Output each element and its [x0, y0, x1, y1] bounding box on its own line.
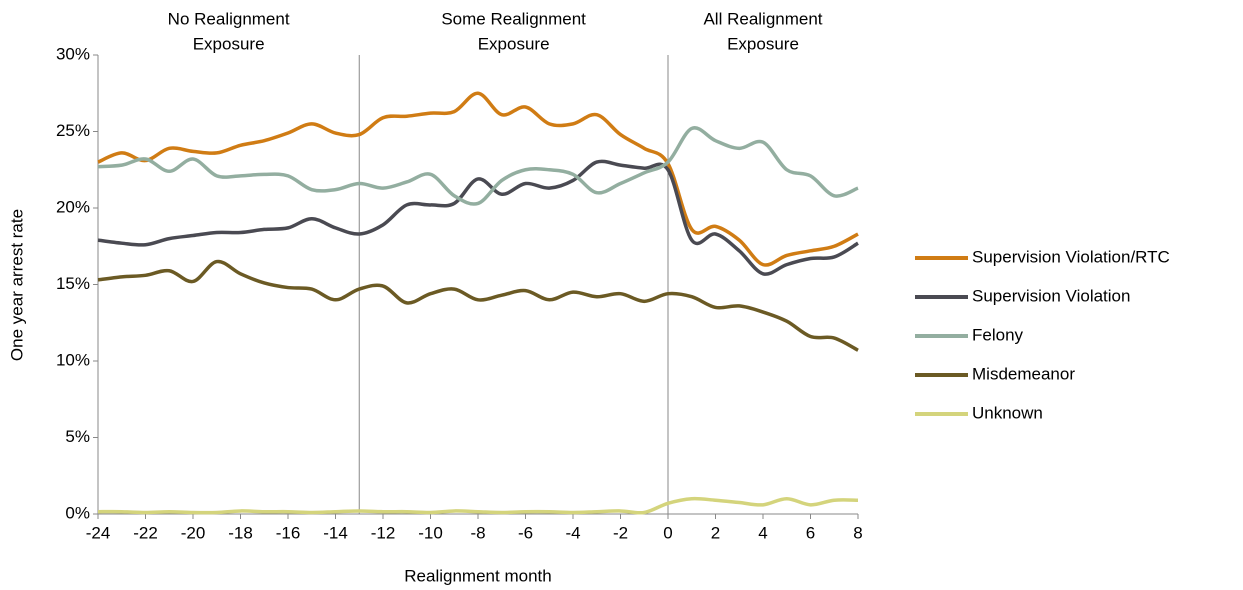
y-tick-label: 15%: [56, 274, 90, 293]
x-tick-label: 6: [806, 523, 815, 542]
x-tick-label: -20: [181, 523, 206, 542]
y-tick-label: 20%: [56, 197, 90, 216]
legend-label: Unknown: [972, 403, 1043, 422]
series-line: [97, 259, 859, 352]
series-line: [97, 91, 859, 267]
x-tick-label: -2: [613, 523, 628, 542]
x-tick-label: -22: [133, 523, 158, 542]
annotation: Some Realignment: [441, 9, 586, 28]
x-tick-label: 2: [711, 523, 720, 542]
x-tick-label: -12: [371, 523, 396, 542]
y-tick-label: 0%: [65, 503, 90, 522]
legend-label: Misdemeanor: [972, 364, 1075, 383]
x-tick-label: 8: [853, 523, 862, 542]
series-line: [97, 496, 859, 515]
x-tick-label: -14: [323, 523, 348, 542]
y-tick-label: 10%: [56, 350, 90, 369]
annotation: No Realignment: [168, 9, 290, 28]
x-tick-label: 0: [663, 523, 672, 542]
annotation: All Realignment: [703, 9, 822, 28]
annotation: Exposure: [727, 34, 799, 53]
x-tick-label: -10: [418, 523, 443, 542]
y-tick-label: 25%: [56, 121, 90, 140]
legend-label: Supervision Violation: [972, 286, 1130, 305]
x-tick-label: -18: [228, 523, 253, 542]
y-axis-title: One year arrest rate: [7, 209, 26, 361]
x-tick-label: -4: [565, 523, 580, 542]
x-tick-label: 4: [758, 523, 767, 542]
x-tick-label: -24: [86, 523, 111, 542]
y-tick-label: 30%: [56, 44, 90, 63]
x-tick-label: -16: [276, 523, 301, 542]
annotation: Exposure: [193, 34, 265, 53]
y-tick-label: 5%: [65, 427, 90, 446]
legend-label: Supervision Violation/RTC: [972, 247, 1170, 266]
legend-label: Felony: [972, 325, 1024, 344]
x-axis-title: Realignment month: [404, 566, 551, 585]
series-line: [97, 126, 859, 206]
annotation: Exposure: [478, 34, 550, 53]
series-line: [97, 159, 859, 276]
x-tick-label: -6: [518, 523, 533, 542]
x-tick-label: -8: [470, 523, 485, 542]
